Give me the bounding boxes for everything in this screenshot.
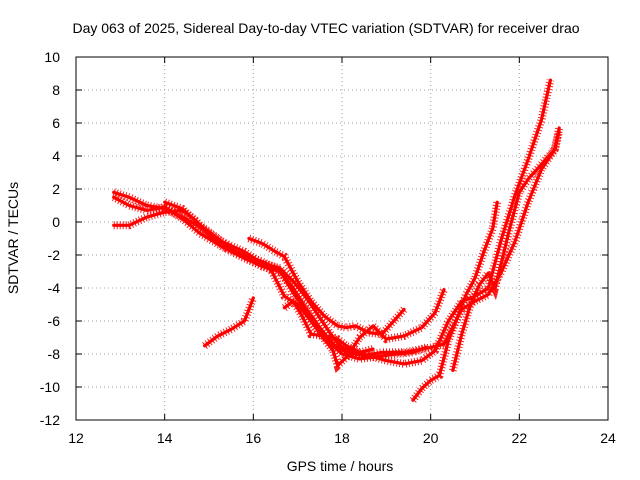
plot-frame	[75, 56, 609, 421]
trace-3-markers	[113, 206, 428, 363]
y-tick-label: 4	[52, 148, 60, 164]
x-tick-label: 18	[334, 430, 350, 446]
y-tick-label: 0	[52, 214, 60, 230]
trace-4-markers	[163, 198, 448, 373]
y-tick-label: 2	[52, 181, 60, 197]
series-trace-4	[163, 198, 448, 373]
x-tick-label: 22	[512, 430, 528, 446]
y-tick-label: -12	[40, 412, 60, 428]
trace-2-line	[112, 126, 561, 358]
x-tick-label: 14	[157, 430, 173, 446]
y-tick-label: 10	[44, 49, 60, 65]
series-trace-8	[448, 129, 564, 373]
series-trace-2	[111, 126, 564, 360]
chart-title: Day 063 of 2025, Sidereal Day-to-day VTE…	[72, 20, 579, 36]
series-trace-6	[202, 296, 258, 350]
x-tick-label: 16	[246, 430, 262, 446]
series-trace-5	[247, 234, 408, 339]
trace-5-markers	[247, 234, 408, 339]
series-trace-7	[409, 200, 502, 403]
y-tick-label: -6	[48, 313, 61, 329]
y-tick-label: -8	[48, 346, 61, 362]
y-tick-label: -10	[40, 379, 60, 395]
grid-lines	[76, 57, 608, 420]
x-tick-label: 20	[423, 430, 439, 446]
x-axis-label: GPS time / hours	[287, 458, 394, 474]
data-series	[111, 78, 564, 403]
trace-6-line	[203, 296, 255, 348]
y-tick-label: -2	[48, 247, 61, 263]
y-tick-label: 8	[52, 82, 60, 98]
trace-7-line	[411, 200, 499, 402]
x-tick-label: 24	[600, 430, 616, 446]
y-tick-label: -4	[48, 280, 61, 296]
x-tick-label: 12	[68, 430, 84, 446]
series-trace-9	[282, 295, 375, 357]
trace-3-line	[112, 208, 428, 361]
y-tick-label: 6	[52, 115, 60, 131]
trace-9-markers	[282, 295, 374, 357]
trace-1-markers	[112, 79, 555, 368]
y-axis-label: SDTVAR / TECUs	[5, 182, 21, 294]
trace-8-line	[451, 129, 561, 373]
series-trace-3	[112, 206, 428, 363]
